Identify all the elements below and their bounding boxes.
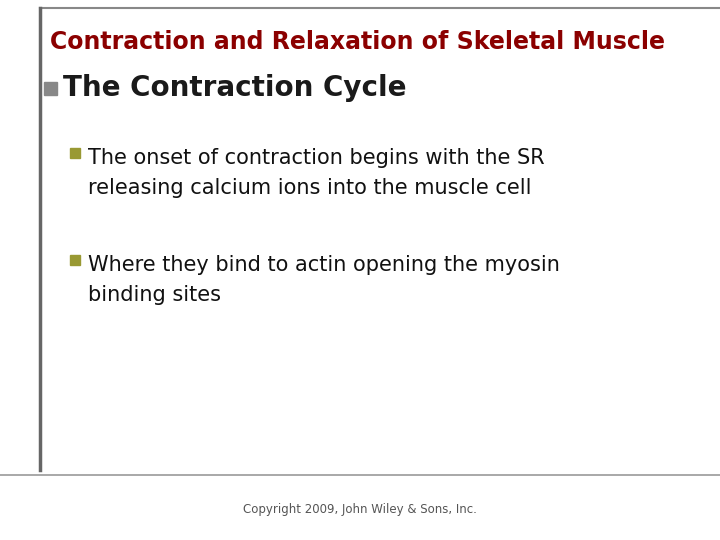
Text: Copyright 2009, John Wiley & Sons, Inc.: Copyright 2009, John Wiley & Sons, Inc. (243, 503, 477, 516)
Text: Contraction and Relaxation of Skeletal Muscle: Contraction and Relaxation of Skeletal M… (50, 30, 665, 54)
Bar (70, 255, 80, 265)
Bar (44, 82, 57, 95)
Text: Where they bind to actin opening the myosin
binding sites: Where they bind to actin opening the myo… (88, 255, 560, 305)
Text: The onset of contraction begins with the SR
releasing calcium ions into the musc: The onset of contraction begins with the… (88, 148, 544, 198)
Bar (70, 148, 80, 158)
Text: The Contraction Cycle: The Contraction Cycle (63, 75, 407, 103)
